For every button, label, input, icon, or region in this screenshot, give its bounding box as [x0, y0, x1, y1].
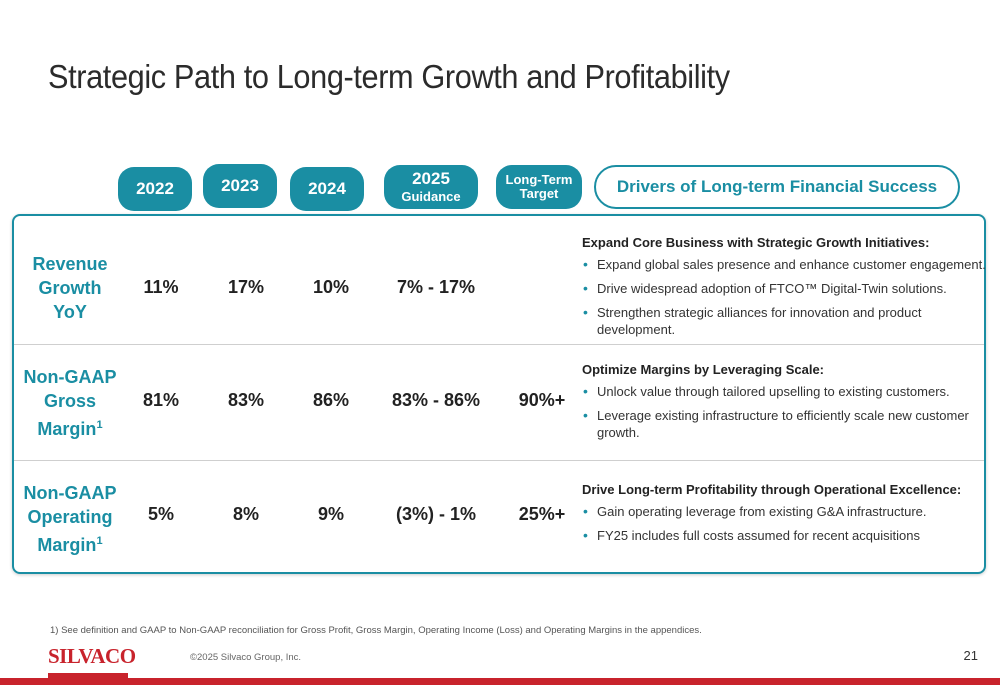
value-2024: 86%	[312, 390, 350, 410]
bottom-accent-bar	[0, 678, 1000, 685]
driver-heading: Drive Long-term Profitability through Op…	[582, 482, 962, 497]
slide-title: Strategic Path to Long-term Growth and P…	[48, 58, 730, 95]
row-label-line: Revenue	[32, 254, 108, 274]
copyright: ©2025 Silvaco Group, Inc.	[190, 652, 302, 663]
driver-heading: Optimize Margins by Leveraging Scale:	[582, 362, 825, 377]
header-2023: 2023	[203, 164, 277, 208]
driver-bullet: Gain operating leverage from existing G&…	[582, 503, 986, 520]
row-label-line: Non-GAAP	[23, 367, 117, 387]
table-row: Non-GAAP Operating Margin1 5% 8% 9% (3%)…	[14, 461, 984, 572]
footnote-marker: 1	[96, 535, 103, 547]
row-label-line: YoY	[53, 302, 87, 322]
header-2025-guidance: 2025 Guidance	[384, 165, 478, 209]
row-label-line: Margin1	[14, 529, 126, 557]
value-2025-guidance: 83% - 86%	[391, 390, 481, 410]
row-label-gross-margin: Non-GAAP Gross Margin1	[14, 365, 126, 441]
row-label-text: Margin	[37, 535, 97, 555]
driver-bullet: Drive widespread adoption of FTCO™ Digit…	[582, 280, 986, 297]
value-2023: 8%	[232, 504, 259, 524]
driver-bullet: Expand global sales presence and enhance…	[582, 256, 986, 273]
footnote-marker: 1	[96, 419, 103, 431]
value-2025-guidance: 7% - 17%	[396, 277, 476, 297]
header-2022-label: 2022	[136, 178, 174, 198]
header-guidance-label: Guidance	[401, 189, 461, 205]
header-2024: 2024	[290, 167, 364, 211]
value-2022: 81%	[142, 390, 180, 410]
driver-bullets: Expand global sales presence and enhance…	[582, 256, 986, 338]
header-2024-label: 2024	[308, 178, 346, 198]
driver-block: Expand Core Business with Strategic Grow…	[582, 234, 986, 345]
bottom-accent-tab	[48, 673, 128, 679]
value-2025-guidance: (3%) - 1%	[395, 504, 476, 524]
value-long-term: 25%+	[518, 504, 566, 524]
table-row: Non-GAAP Gross Margin1 81% 83% 86% 83% -…	[14, 345, 984, 460]
value-2022: 5%	[147, 504, 174, 524]
metrics-table: Revenue Growth YoY 11% 17% 10% 7% - 17% …	[12, 214, 986, 574]
row-label-line: Operating	[27, 507, 113, 527]
driver-block: Drive Long-term Profitability through Op…	[582, 481, 986, 551]
header-drivers: Drivers of Long-term Financial Success	[594, 165, 960, 209]
row-label-revenue-growth: Revenue Growth YoY	[14, 252, 126, 324]
table-row: Revenue Growth YoY 11% 17% 10% 7% - 17% …	[14, 216, 986, 345]
driver-block: Optimize Margins by Leveraging Scale: Un…	[582, 361, 986, 448]
value-2023: 17%	[227, 277, 265, 297]
value-2024: 9%	[317, 504, 344, 524]
driver-bullet: Leverage existing infrastructure to effi…	[582, 407, 986, 441]
header-long-term-line2: Target	[519, 186, 559, 201]
header-long-term-line1: Long-Term	[505, 171, 573, 187]
header-2023-label: 2023	[221, 175, 259, 195]
row-label-line: Margin1	[14, 413, 126, 441]
row-label-line: Growth	[38, 278, 102, 298]
row-label-line: Non-GAAP	[23, 483, 117, 503]
row-divider	[14, 344, 984, 345]
row-label-line: Gross	[43, 391, 97, 411]
silvaco-logo: SILVACO	[48, 644, 136, 668]
driver-bullet: Strengthen strategic alliances for innov…	[582, 304, 986, 338]
driver-bullets: Gain operating leverage from existing G&…	[582, 503, 986, 544]
row-divider	[14, 460, 984, 461]
footnote: 1) See definition and GAAP to Non-GAAP r…	[50, 625, 702, 636]
driver-bullet: FY25 includes full costs assumed for rec…	[582, 527, 986, 544]
row-label-operating-margin: Non-GAAP Operating Margin1	[14, 481, 126, 557]
value-2024: 10%	[312, 277, 350, 297]
header-2022: 2022	[118, 167, 192, 211]
value-2022: 11%	[143, 277, 179, 297]
driver-heading: Expand Core Business with Strategic Grow…	[582, 235, 930, 250]
value-long-term: 90%+	[518, 390, 566, 410]
row-label-text: Margin	[37, 419, 97, 439]
header-2025-label: 2025	[412, 168, 450, 188]
driver-bullet: Unlock value through tailored upselling …	[582, 383, 986, 400]
header-long-term-target: Long-Term Target	[496, 165, 582, 209]
driver-bullets: Unlock value through tailored upselling …	[582, 383, 986, 441]
page-number: 21	[963, 648, 978, 663]
value-2023: 83%	[227, 390, 265, 410]
